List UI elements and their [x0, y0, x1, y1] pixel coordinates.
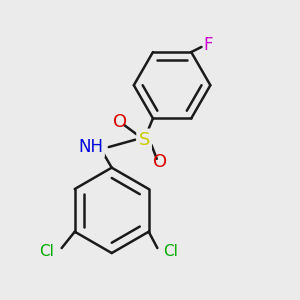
Text: Cl: Cl — [39, 244, 54, 259]
Text: Cl: Cl — [163, 244, 178, 259]
Text: F: F — [203, 37, 212, 55]
Text: NH: NH — [78, 138, 103, 156]
Text: O: O — [113, 113, 128, 131]
Text: O: O — [153, 153, 167, 171]
Text: S: S — [138, 131, 150, 149]
